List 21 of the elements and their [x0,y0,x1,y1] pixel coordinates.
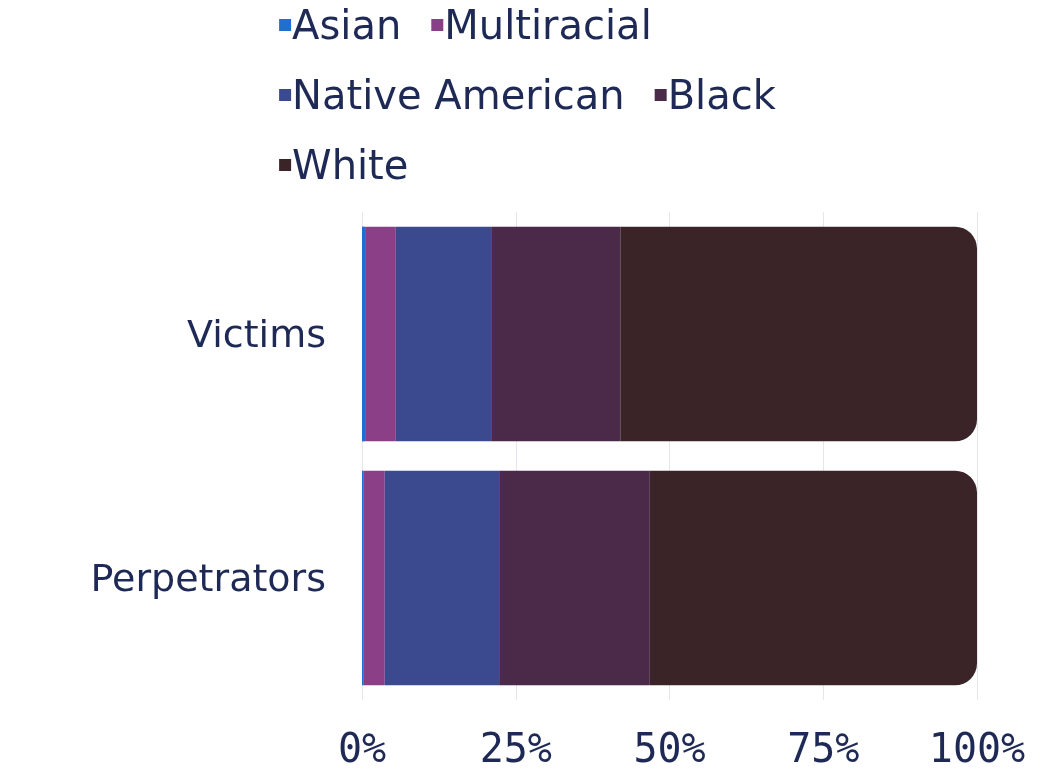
x-tick-label: 75% [787,725,860,771]
y-tick-label: Perpetrators [90,556,326,600]
bar [384,470,500,686]
y-tick-label: Victims [187,312,326,356]
x-tick-label: 0% [337,725,387,771]
legend-label: White [292,142,409,188]
bar [649,470,977,686]
legend-label: Multiracial [444,2,652,48]
legend-label: Native American [292,72,625,118]
bar [363,470,385,686]
bar [499,470,650,686]
bar [491,226,621,442]
bar [365,226,396,442]
legend-label: Black [667,72,777,118]
x-tick-label: 50% [633,725,706,771]
bar [620,226,977,442]
bar [395,226,492,442]
legend-label: Asian [292,2,402,48]
x-tick-label: 100% [928,725,1026,771]
bar [362,226,366,442]
x-tick-label: 25% [479,725,552,771]
